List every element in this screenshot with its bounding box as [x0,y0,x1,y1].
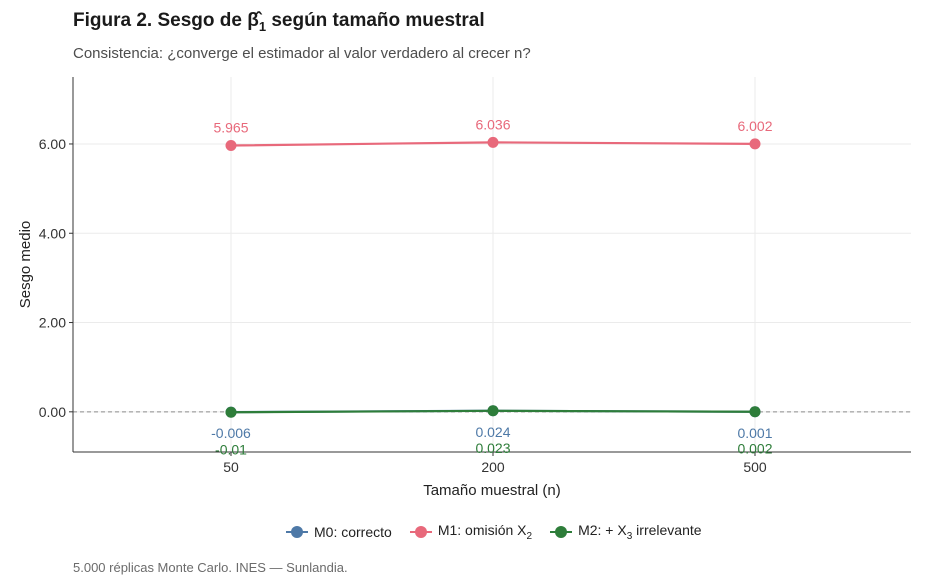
y-tick-label-0: 0.00 [39,404,66,420]
data-label-m1-1: 6.036 [475,116,510,132]
data-label-m0-0: -0.006 [211,425,251,441]
legend-key-m2 [550,525,573,539]
data-label-m0-1: 0.024 [475,424,510,440]
y-tick-label-2: 4.00 [39,225,66,241]
y-axis-title: Sesgo medio [17,221,34,309]
legend-label-m1: M1: omisión X2 [437,522,533,542]
data-point-m1-2 [749,138,761,150]
data-point-m1-0 [225,140,237,152]
data-label-m0-2: 0.001 [737,425,772,441]
legend-label-m2: M2: + X3 irrelevante [578,522,702,542]
data-label-m2-1: 0.023 [475,440,510,456]
legend: M0: correcto M1: omisión X2 M2: + X3 irr… [286,522,720,542]
x-tick-label-2: 500 [743,459,767,475]
legend-key-m1 [409,525,432,539]
data-point-m2-0 [225,406,237,418]
y-tick-label-1: 2.00 [39,315,66,331]
x-tick-label-1: 200 [481,459,505,475]
data-label-m2-2: 0.002 [737,441,772,457]
data-point-m1-1 [487,136,499,148]
data-label-m2-0: -0.01 [215,441,247,457]
x-axis-title: Tamaño muestral (n) [423,482,561,499]
data-point-m2-2 [749,406,761,418]
y-tick-label-3: 6.00 [39,136,66,152]
legend-key-m0 [286,525,308,539]
data-label-m1-2: 6.002 [737,118,772,134]
data-label-m1-0: 5.965 [213,120,248,136]
chart-title: Figura 2. Sesgo de β̂1 según tamaño mues… [73,10,485,34]
legend-label-m0: M0: correcto [314,523,392,540]
chart-subtitle: Consistencia: ¿converge el estimador al … [73,45,531,62]
legend-item-m2: M2: + X3 irrelevante [550,522,702,542]
x-tick-label-0: 50 [223,459,239,475]
data-point-m2-1 [487,405,499,417]
legend-item-m0: M0: correcto [286,524,392,540]
chart-caption: 5.000 réplicas Monte Carlo. INES — Sunla… [73,560,348,575]
legend-item-m1: M1: omisión X2 [409,522,533,542]
